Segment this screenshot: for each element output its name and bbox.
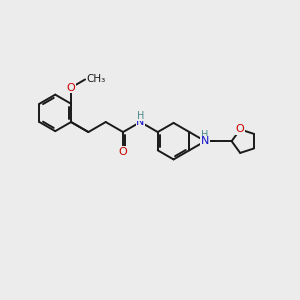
Text: H: H: [202, 130, 209, 140]
Text: O: O: [67, 82, 75, 93]
Text: N: N: [201, 136, 209, 146]
Text: O: O: [119, 147, 128, 157]
Text: H: H: [137, 110, 144, 121]
Text: N: N: [201, 136, 209, 146]
Text: CH₃: CH₃: [86, 74, 106, 85]
Text: N: N: [136, 117, 145, 127]
Text: O: O: [236, 124, 244, 134]
